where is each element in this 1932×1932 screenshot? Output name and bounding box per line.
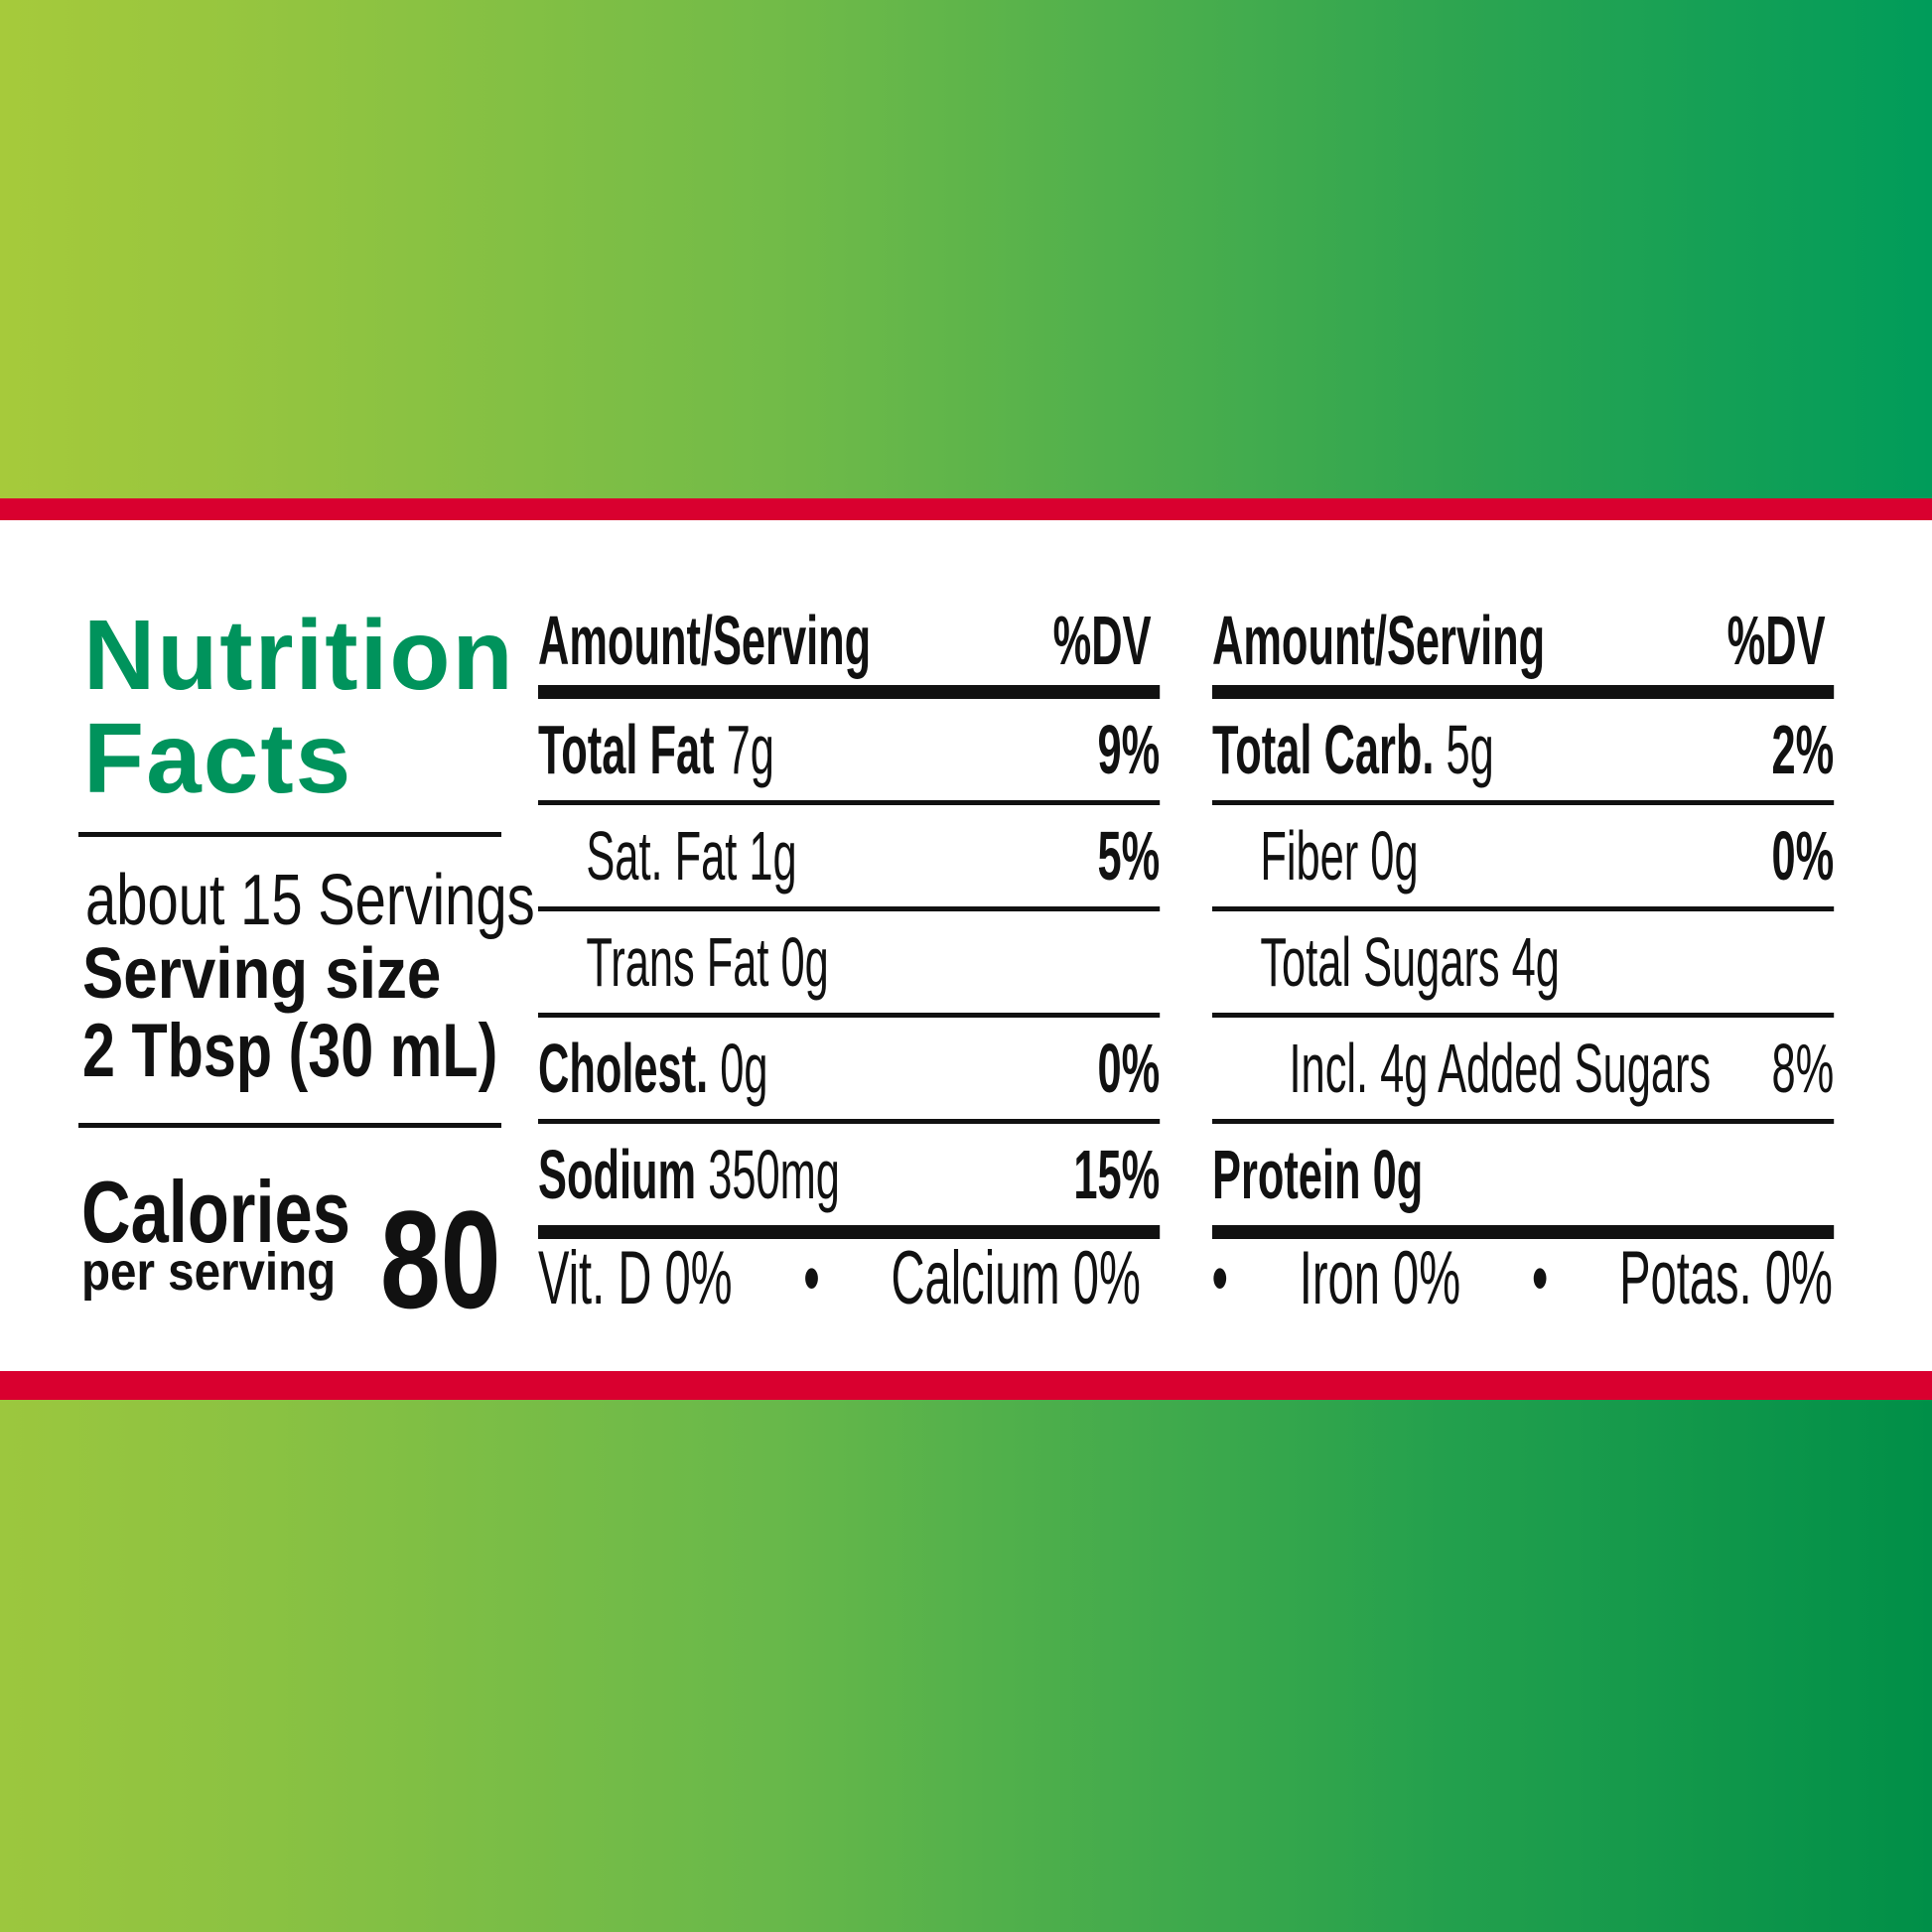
column-header: Amount/Serving %DV: [538, 596, 1160, 685]
nutrient-text: 350mg: [708, 1136, 840, 1213]
nutrient-row-sodium: Sodium 350mg 15%: [538, 1124, 1160, 1225]
top-red-stripe: [0, 498, 1932, 520]
nutrient-text: Protein: [1212, 1136, 1361, 1213]
nutrient-text: 4g: [1511, 923, 1560, 1001]
nutrient-text: Cholest.: [538, 1030, 709, 1107]
servings-per-container: about 15 Servings: [85, 861, 535, 940]
nutrient-text: Trans Fat: [586, 923, 769, 1001]
nutrient-text: 0%: [1771, 817, 1835, 895]
nutrient-row-trans-fat: Trans Fat 0g: [538, 911, 1161, 1018]
nutrient-row-total-carb: Total Carb. 5g 2%: [1212, 699, 1835, 805]
nutrient-column-2: Amount/Serving %DV Total Carb. 5g 2% Fibe…: [1212, 596, 1835, 1239]
nutrient-text: 1g: [749, 817, 797, 895]
nutrient-text: 5%: [1097, 817, 1161, 895]
title-line-2: Facts: [83, 703, 353, 814]
nutrition-facts-title: Nutrition Facts: [83, 606, 515, 808]
serving-size-value: 2 Tbsp (30 mL): [82, 1009, 498, 1093]
serving-size-label: Serving size: [82, 934, 442, 1014]
bullet-separator: •: [1531, 1236, 1549, 1320]
bullet-separator: •: [1211, 1236, 1229, 1320]
amount-header: Amount/Serving: [538, 602, 872, 679]
amount-header: Amount/Serving: [1212, 602, 1546, 679]
nutrient-text: Total Sugars: [1260, 923, 1500, 1001]
nutrient-text: Total Fat: [538, 711, 715, 788]
vitamins-minerals-footer: Vit. D 0% • Calcium 0% • Iron 0% • Potas…: [538, 1239, 1833, 1318]
nutrient-text: 5g: [1446, 711, 1494, 788]
iron: Iron 0%: [1299, 1236, 1461, 1320]
nutrient-row-added-sugars: Incl. 4g Added Sugars 8%: [1212, 1018, 1835, 1124]
calories-per-serving: per serving: [81, 1242, 337, 1302]
nutrient-text: 0g: [1370, 817, 1419, 895]
column-header: Amount/Serving %DV: [1212, 596, 1834, 685]
top-gradient-band: [0, 0, 1932, 498]
bottom-gradient-band: [0, 1400, 1932, 1932]
nutrient-text: 9%: [1097, 711, 1161, 788]
nutrient-row-protein: Protein 0g: [1212, 1124, 1834, 1225]
nutrient-text: 8%: [1771, 1030, 1835, 1107]
dv-header: %DV: [1726, 602, 1826, 679]
nutrient-text: Sodium: [538, 1136, 697, 1213]
bullet-separator: •: [803, 1236, 820, 1320]
thick-rule: [1212, 1225, 1835, 1239]
nutrient-text: 2%: [1771, 711, 1835, 788]
nutrient-text: Fiber: [1260, 817, 1359, 895]
title-line-1: Nutrition: [83, 600, 515, 711]
thick-rule: [538, 685, 1161, 699]
nutrient-text: 0%: [1097, 1030, 1161, 1107]
bottom-red-stripe: [0, 1371, 1932, 1400]
thick-rule: [538, 1225, 1161, 1239]
nutrient-text: 0g: [1372, 1136, 1424, 1213]
potassium: Potas. 0%: [1619, 1236, 1833, 1320]
nutrient-column-1: Amount/Serving %DV Total Fat 7g 9% Sat. F…: [538, 596, 1161, 1239]
nutrient-text: 0g: [780, 923, 829, 1001]
nutrient-row-cholesterol: Cholest. 0g 0%: [538, 1018, 1161, 1124]
nutrient-row-fiber: Fiber 0g 0%: [1212, 805, 1835, 911]
nutrient-text: Sat. Fat: [586, 817, 738, 895]
nutrient-row-sat-fat: Sat. Fat 1g 5%: [538, 805, 1161, 911]
nutrient-text: 7g: [726, 711, 774, 788]
nutrient-row-total-fat: Total Fat 7g 9%: [538, 699, 1161, 805]
divider: [78, 832, 501, 837]
nutrient-row-total-sugars: Total Sugars 4g: [1212, 911, 1835, 1018]
nutrient-text: Incl. 4g Added Sugars: [1289, 1030, 1712, 1107]
calories-label: Calories: [81, 1163, 350, 1261]
nutrient-text: Total Carb.: [1212, 711, 1435, 788]
nutrient-text: 15%: [1073, 1136, 1161, 1213]
vitamin-d: Vit. D 0%: [538, 1236, 733, 1320]
calories-value: 80: [380, 1181, 501, 1337]
nutrient-text: 0g: [720, 1030, 768, 1107]
calcium: Calcium 0%: [891, 1236, 1141, 1320]
divider: [78, 1123, 501, 1128]
thick-rule: [1212, 685, 1835, 699]
dv-header: %DV: [1052, 602, 1152, 679]
